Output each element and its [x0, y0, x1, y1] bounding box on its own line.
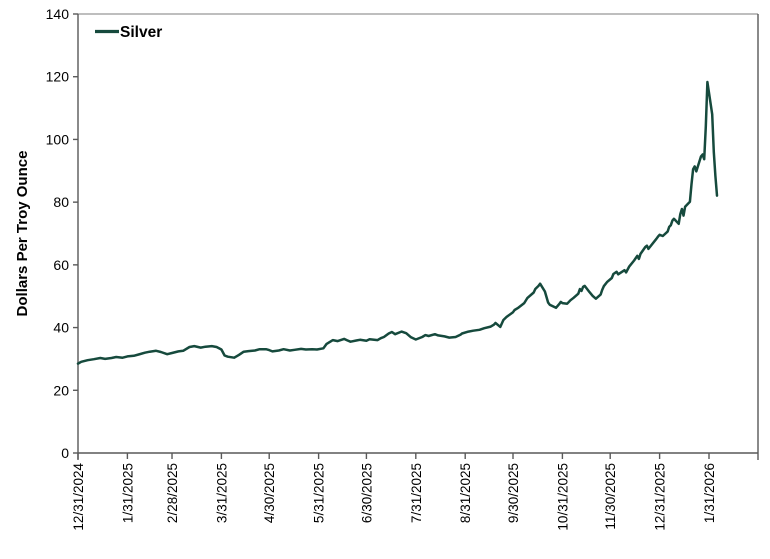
- x-tick-label: 2/28/2025: [165, 463, 180, 523]
- x-tick-label: 5/31/2025: [312, 463, 327, 523]
- x-tick-label: 3/31/2025: [214, 463, 229, 523]
- x-tick-label: 1/31/2026: [702, 463, 717, 523]
- y-tick-label: 40: [53, 320, 69, 336]
- x-tick-label: 8/31/2025: [458, 463, 473, 523]
- y-tick-label: 120: [46, 69, 70, 85]
- x-tick-label: 7/31/2025: [409, 463, 424, 523]
- y-tick-label: 20: [53, 382, 69, 398]
- x-tick-label: 12/31/2024: [71, 463, 86, 531]
- legend-label-silver: Silver: [120, 24, 162, 41]
- x-tick-label: 12/31/2025: [653, 463, 668, 531]
- y-axis-ticks: 0 20 40 60 80 100 120 140: [46, 6, 78, 461]
- x-tick-label: 1/31/2025: [120, 463, 135, 523]
- y-tick-label: 100: [46, 131, 70, 147]
- y-tick-label: 140: [46, 6, 70, 22]
- y-tick-label: 80: [53, 194, 69, 210]
- x-axis-ticks: 12/31/2024 1/31/2025 2/28/2025 3/31/2025 4/3…: [71, 453, 717, 531]
- x-tick-label: 9/30/2025: [506, 463, 521, 523]
- x-tick-label: 11/30/2025: [603, 463, 618, 530]
- x-tick-label: 10/31/2025: [555, 463, 570, 531]
- y-tick-label: 0: [61, 445, 69, 461]
- y-tick-label: 60: [53, 257, 69, 273]
- x-tick-label: 4/30/2025: [262, 463, 277, 523]
- x-tick-label: 6/30/2025: [359, 463, 374, 523]
- legend: Silver: [95, 24, 162, 41]
- y-axis-title: Dollars Per Troy Ounce: [14, 151, 31, 317]
- silver-series-line: [76, 80, 719, 365]
